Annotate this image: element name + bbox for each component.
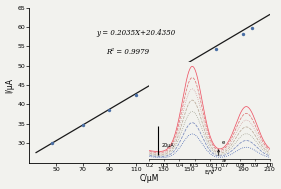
Text: R² = 0.9979: R² = 0.9979	[106, 48, 149, 56]
Y-axis label: I/μA: I/μA	[6, 77, 15, 93]
X-axis label: C/μM: C/μM	[140, 174, 159, 184]
Point	[241, 33, 245, 36]
Point	[160, 78, 165, 81]
Point	[134, 93, 138, 96]
Text: y = 0.2035X+20.4350: y = 0.2035X+20.4350	[97, 29, 176, 37]
Point	[107, 108, 112, 111]
Point	[187, 63, 192, 66]
Point	[50, 142, 54, 145]
Point	[250, 27, 255, 30]
Point	[214, 48, 218, 51]
Point	[80, 123, 85, 126]
